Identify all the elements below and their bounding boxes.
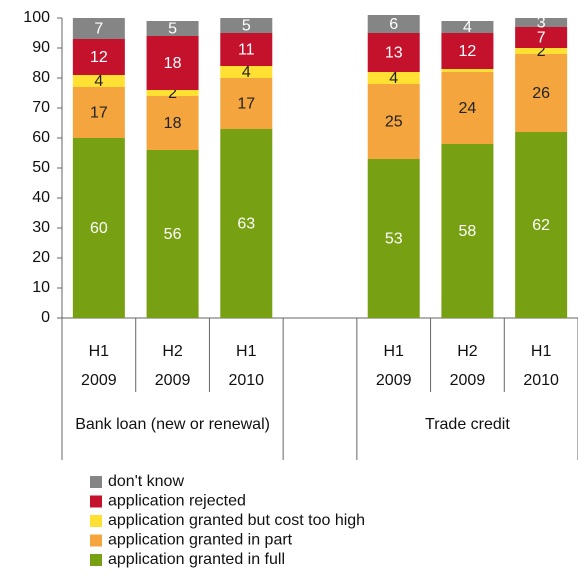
y-tick-label: 0 — [41, 309, 50, 326]
y-tick-label: 100 — [23, 9, 50, 26]
x-tick-label: 2010 — [523, 372, 559, 389]
data-label: 58 — [459, 223, 477, 240]
data-label: 7 — [94, 21, 103, 38]
data-label: 2 — [537, 43, 546, 60]
bar-segment — [220, 129, 273, 318]
legend-label: application rejected — [108, 493, 246, 510]
x-tick-label: H2 — [457, 343, 478, 360]
data-label: 2 — [168, 85, 177, 102]
bar-segment — [367, 159, 420, 318]
bar-segment — [367, 72, 420, 84]
bar-segment — [441, 33, 494, 69]
data-label: 5 — [242, 18, 251, 35]
group-label: Bank loan (new or renewal) — [75, 416, 270, 433]
legend-swatch — [90, 554, 102, 566]
data-label: 62 — [532, 217, 550, 234]
x-tick-label: 2009 — [450, 372, 486, 389]
data-label: 60 — [90, 220, 108, 237]
data-label: 12 — [90, 49, 108, 66]
bar-segment — [146, 150, 199, 318]
bar-segment — [441, 21, 494, 33]
bar-segment — [515, 54, 568, 132]
data-label: 18 — [164, 55, 182, 72]
data-label: 4 — [94, 73, 103, 90]
bar-segment — [146, 96, 199, 150]
legend-swatch — [90, 495, 102, 508]
bar-segment — [515, 18, 568, 27]
x-tick-label: H1 — [236, 343, 257, 360]
x-tick-label: 2010 — [228, 372, 264, 389]
bar-segment — [441, 144, 494, 318]
y-tick-label: 60 — [32, 129, 50, 146]
group-label-box: Trade credit — [425, 416, 510, 433]
x-tick-label: H1 — [89, 343, 110, 360]
bar-segment — [515, 132, 568, 318]
data-label: 18 — [164, 115, 182, 132]
data-label: 4 — [242, 64, 251, 81]
data-label: 63 — [237, 216, 255, 233]
data-label: 3 — [537, 15, 546, 32]
bar-segment — [220, 66, 273, 78]
bar-segment — [220, 33, 273, 66]
data-label: 4 — [463, 19, 472, 36]
bar-segment — [72, 87, 125, 138]
data-label: 7 — [537, 30, 546, 47]
bar-segment — [220, 78, 273, 129]
y-tick-label: 80 — [32, 69, 50, 86]
data-label: 53 — [385, 231, 403, 248]
y-tick-label: 30 — [32, 219, 50, 236]
bar-segment — [146, 36, 199, 90]
bar-segment — [72, 39, 125, 75]
data-label: 12 — [459, 43, 477, 60]
data-label: 6 — [389, 16, 398, 33]
legend-swatch — [90, 534, 102, 547]
x-tick-label: H1 — [383, 343, 404, 360]
legend-label: application granted in full — [108, 551, 285, 568]
data-label: 4 — [389, 70, 398, 87]
group-label-box: Bank loan (new or renewal) — [75, 416, 270, 433]
x-tick-label: 2009 — [81, 372, 117, 389]
data-label: 5 — [168, 21, 177, 38]
x-tick-label: H1 — [531, 343, 552, 360]
x-tick-label: 2009 — [376, 372, 412, 389]
legend-label: application granted in part — [108, 532, 293, 549]
data-label: 17 — [90, 105, 108, 122]
data-label: 24 — [459, 100, 477, 117]
x-tick-label: 2009 — [155, 372, 191, 389]
data-label: 11 — [238, 42, 255, 59]
bar-segment — [72, 138, 125, 318]
y-tick-label: 20 — [32, 249, 50, 266]
data-label: 13 — [385, 45, 403, 62]
bar-segment — [146, 90, 199, 96]
legend-label: application granted but cost too high — [108, 512, 365, 529]
bar-segment — [441, 69, 494, 72]
y-tick-label: 50 — [32, 159, 50, 176]
y-tick-label: 90 — [32, 39, 50, 56]
bar-segment — [72, 75, 125, 87]
legend-swatch — [90, 476, 102, 488]
bar-segment — [515, 48, 568, 54]
y-tick-label: 40 — [32, 189, 50, 206]
bar-segment — [72, 18, 125, 39]
bar-segment — [146, 21, 199, 36]
bar-segment — [441, 72, 494, 144]
data-label: 25 — [385, 114, 403, 131]
bar-segment — [367, 84, 420, 159]
group-label: Trade credit — [425, 416, 510, 433]
bar-segment — [220, 18, 273, 33]
bar-segment — [367, 33, 420, 72]
data-label: 17 — [237, 96, 255, 113]
legend-label: don't know — [108, 473, 184, 490]
y-tick-label: 10 — [32, 279, 50, 296]
bar-segment — [367, 15, 420, 33]
data-label: 56 — [164, 226, 182, 243]
x-tick-label: H2 — [162, 343, 183, 360]
bar-segment — [515, 27, 568, 48]
data-label: 26 — [532, 85, 550, 102]
y-tick-label: 70 — [32, 99, 50, 116]
legend-swatch — [90, 515, 102, 527]
